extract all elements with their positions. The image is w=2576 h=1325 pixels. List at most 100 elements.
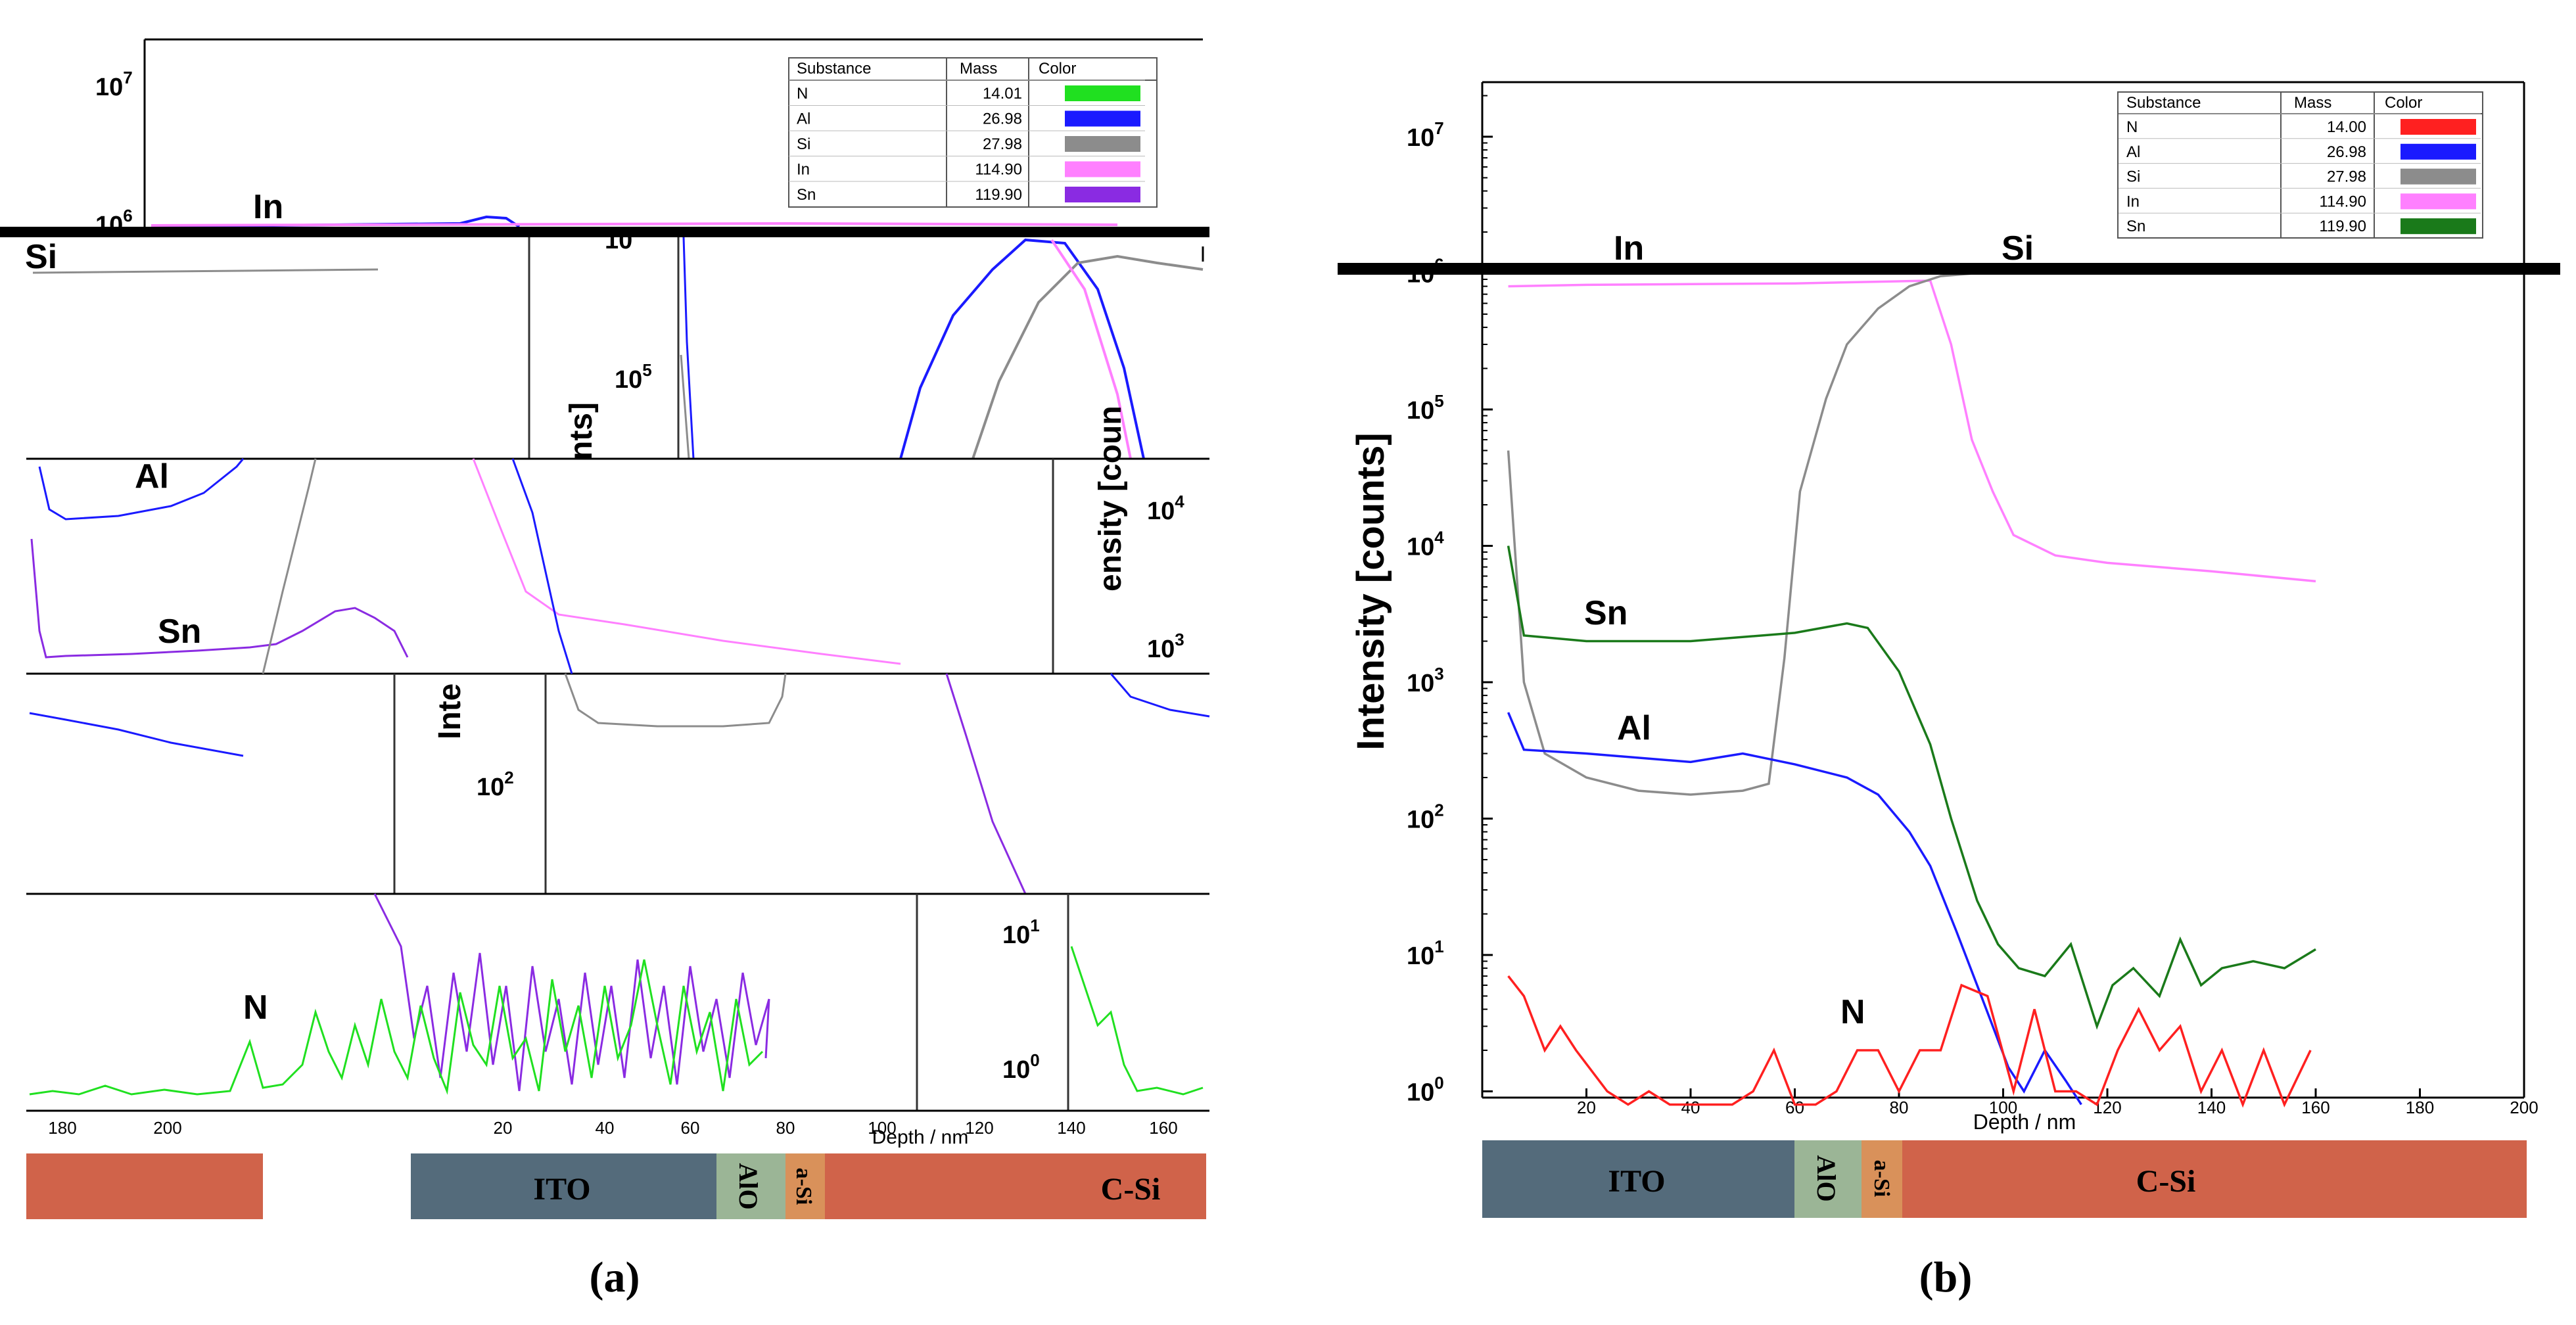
legend-a-header-mass: Mass (960, 60, 997, 78)
panel-b: 100101102103104105106107 Intensity [coun… (1338, 81, 2560, 1301)
x-tick-b-80: 80 (1890, 1098, 1909, 1117)
annotation-b-si: Si (2002, 229, 2034, 267)
panel-a-region-3: Al Sn ensity [coun 104 103 (26, 406, 1209, 675)
y-tick-a-1e0: 100 (1002, 1050, 1040, 1084)
x-tick-a-60: 60 (681, 1118, 700, 1138)
panel-b-cut-line (1338, 263, 2560, 275)
legend-a-mass-sn: 119.90 (975, 186, 1022, 204)
legend-b-swatch-sn (2400, 218, 2476, 235)
layer-a-alo (716, 1153, 785, 1219)
layer-a-c-si-label: C-Si (1101, 1172, 1161, 1207)
annotation-a-al: Al (135, 457, 169, 496)
panel-label-a: (a) (590, 1253, 640, 1301)
x-tick-b-60: 60 (1785, 1098, 1804, 1117)
legend-a-swatch-al (1065, 110, 1140, 127)
legend-a-substance-si: Si (797, 135, 810, 153)
y-tick-a-1e5: 105 (615, 360, 652, 394)
legend-b-mass-si: 27.98 (2327, 168, 2366, 186)
annotation-a-n: N (243, 988, 268, 1027)
x-tick-b-20: 20 (1577, 1098, 1596, 1117)
ylabel-a-fragment-3: Inte (433, 684, 467, 739)
x-tick-a-180: 180 (48, 1118, 76, 1138)
legend-b: Substance Mass Color N 14.00 Al 26.98 Si 27.9… (2117, 91, 2483, 239)
y-tick-a-1e1: 101 (1002, 916, 1040, 949)
ylabel-a-fragment-2: ensity [coun (1093, 406, 1128, 592)
annotation-a-si: Si (25, 238, 57, 276)
layer-a-c-si (825, 1153, 1206, 1219)
legend-b-header-substance: Substance (2126, 94, 2201, 112)
legend-b-substance-al: Al (2126, 143, 2140, 161)
legend-a-header-substance: Substance (797, 60, 871, 78)
y-tick-a-1e7: 107 (95, 68, 133, 101)
y-tick-a-1e6-fragment: 10 (605, 227, 632, 254)
legend-b-swatch-si (2400, 168, 2476, 185)
legend-a-swatch-in (1065, 161, 1140, 177)
layer-b-ito (1482, 1140, 1794, 1218)
x-tick-a-40: 40 (596, 1118, 615, 1138)
layer-b-a-si (1862, 1140, 1902, 1218)
layer-b-alo-label: AlO (1812, 1155, 1841, 1201)
panel-a: 107 106 In Substance Mass Color N 14.01Al… (0, 38, 1210, 1301)
layer-a-alo-label: AlO (734, 1163, 763, 1209)
legend-a-swatch-n (1065, 85, 1140, 101)
legend-b-mass-al: 26.98 (2327, 143, 2366, 161)
y-axis-label-b: Intensity [counts] (1349, 432, 1392, 750)
panel-a-region-2: Si 10 105 nts] (25, 227, 1204, 460)
layer-b-ito-label: ITO (1608, 1164, 1665, 1199)
layer-bar-a: ITO AlO a-Si C-Si (26, 1153, 1206, 1219)
x-tick-b-100: 100 (1989, 1098, 2017, 1117)
legend-a-substance-al: Al (797, 110, 810, 128)
annotation-b-n: N (1840, 993, 1865, 1031)
legend-b-substance-n: N (2126, 118, 2138, 136)
x-tick-a-20: 20 (494, 1118, 513, 1138)
layer-a-ito (411, 1153, 716, 1219)
x-tick-b-160: 160 (2301, 1098, 2330, 1117)
y-tick-a-1e3: 103 (1147, 630, 1184, 663)
x-axis-b: 20 40 60 80 100 120 140 160 180 200 (1577, 1088, 2539, 1117)
legend-b-mass-sn: 119.90 (2319, 218, 2366, 235)
y-tick-b-1e7: 107 (1407, 118, 1444, 152)
x-tick-a-100: 100 (868, 1118, 896, 1138)
legend-b-swatch-al (2400, 143, 2476, 160)
layer-b-a-si-label: a-Si (1869, 1160, 1894, 1197)
layer-a-a-si (785, 1153, 825, 1219)
series-b-n (1507, 975, 2312, 1108)
y-tick-b-1e1: 101 (1407, 937, 1444, 970)
legend-a-swatch-sn (1065, 187, 1140, 202)
layer-b-alo (1794, 1140, 1862, 1218)
x-tick-b-200: 200 (2510, 1098, 2538, 1117)
legend-a: Substance Mass Color N 14.01 Al 26.98 Si 27.9… (788, 57, 1158, 208)
x-tick-a-140: 140 (1057, 1118, 1085, 1138)
x-tick-a-80: 80 (776, 1118, 795, 1138)
y-tick-b-1e2: 102 (1407, 801, 1444, 834)
legend-b-mass-n: 14.00 (2327, 118, 2366, 136)
x-tick-b-180: 180 (2406, 1098, 2434, 1117)
ylabel-a-fragment-1: nts] (564, 402, 599, 460)
layer-a-ito-label: ITO (533, 1172, 590, 1207)
legend-a-swatch-si (1065, 136, 1140, 152)
legend-a-substance-in: In (797, 161, 810, 179)
y-tick-a-1e4: 104 (1147, 492, 1184, 525)
legend-b-header-mass: Mass (2294, 94, 2331, 112)
legend-a-mass-in: 114.90 (975, 161, 1022, 179)
legend-a-substance-n: N (797, 85, 808, 103)
x-tick-b-40: 40 (1681, 1098, 1700, 1117)
legend-b-swatch-n (2400, 119, 2476, 135)
annotation-b-sn: Sn (1584, 594, 1628, 632)
panel-a-cut-line (0, 227, 1209, 237)
legend-a-mass-si: 27.98 (983, 135, 1022, 153)
x-axis-label-b: Depth / nm (1973, 1110, 2076, 1134)
y-tick-a-1e2: 102 (477, 768, 514, 801)
legend-b-substance-in: In (2126, 193, 2140, 210)
annotation-a-in: In (253, 188, 283, 226)
annotation-b-al: Al (1617, 709, 1651, 747)
series-b-al (1507, 712, 2082, 1105)
legend-a-substance-sn: Sn (797, 186, 816, 204)
layer-b-c-si (1902, 1140, 2527, 1218)
x-axis-label-a: Depth / nm (872, 1127, 969, 1148)
y-tick-b-1e3: 103 (1407, 664, 1444, 697)
x-tick-a-120: 120 (965, 1118, 993, 1138)
legend-b-swatch-in (2400, 193, 2476, 210)
series-b (1507, 271, 2316, 1108)
